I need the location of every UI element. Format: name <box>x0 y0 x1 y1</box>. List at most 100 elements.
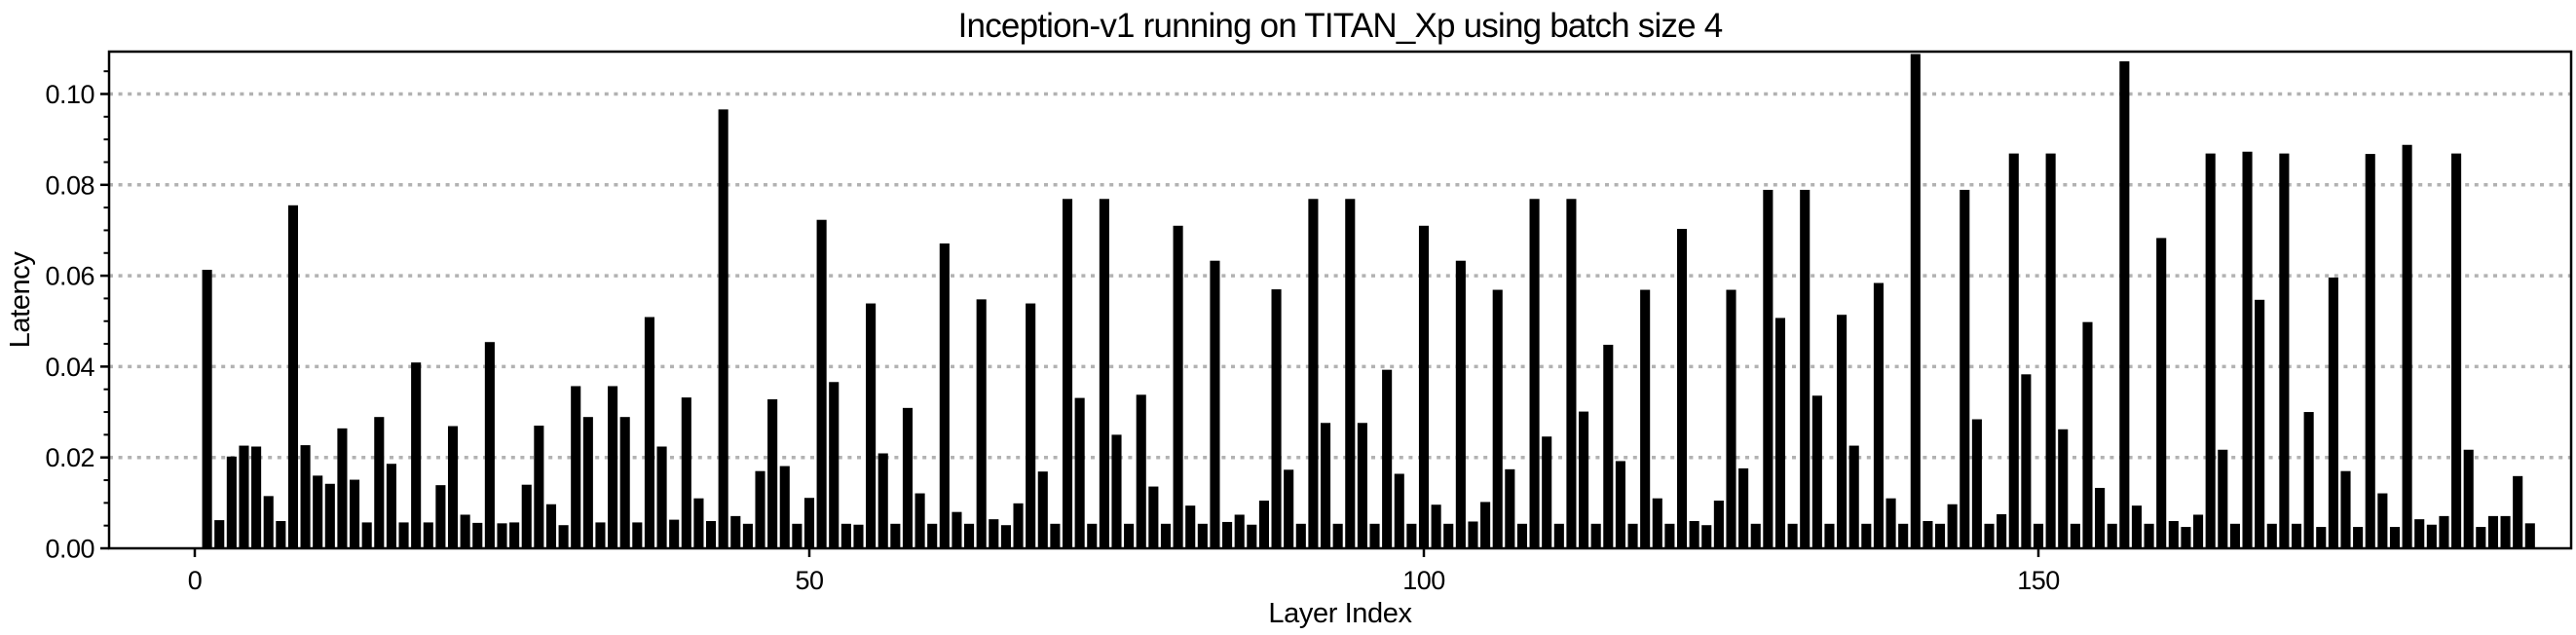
bar <box>2353 527 2364 548</box>
bar <box>534 426 544 548</box>
bar <box>619 417 630 548</box>
bar <box>1382 369 1393 548</box>
bar <box>1726 289 1736 548</box>
chart-title: Inception-v1 running on TITAN_Xp using b… <box>958 7 1723 45</box>
bar <box>1197 523 1208 548</box>
bar <box>1247 524 1257 548</box>
x-tick-label: 100 <box>1402 566 1445 595</box>
bar <box>1026 303 1036 548</box>
bar <box>902 407 914 548</box>
bar <box>656 446 667 548</box>
bar <box>1934 523 1946 548</box>
bar <box>890 523 901 548</box>
bar <box>1701 525 1712 548</box>
bar <box>2070 523 2080 548</box>
bar <box>1529 199 1540 548</box>
bar <box>1332 523 1343 548</box>
bar <box>964 523 975 548</box>
bar <box>2328 277 2338 548</box>
bar <box>742 523 753 548</box>
bar <box>681 397 691 548</box>
bar <box>2291 523 2302 548</box>
bar <box>1898 523 1909 548</box>
x-tick-label: 150 <box>2017 566 2060 595</box>
bar <box>2316 527 2327 548</box>
bar <box>952 511 962 548</box>
bar <box>2229 523 2240 548</box>
bar <box>2107 523 2117 548</box>
bar <box>853 524 864 548</box>
bar <box>1394 473 1404 548</box>
bar <box>337 428 348 548</box>
bar <box>2193 514 2204 548</box>
bar <box>1689 521 1699 548</box>
bar <box>1873 282 1884 548</box>
bar <box>989 519 999 548</box>
x-tick-label: 0 <box>188 566 203 595</box>
bar <box>263 496 274 548</box>
bar <box>2303 412 2314 548</box>
y-tick-label: 0.10 <box>45 80 94 109</box>
bar <box>1173 225 1183 549</box>
bar <box>755 470 765 548</box>
bar <box>1271 289 1282 548</box>
bar <box>1763 189 1773 548</box>
bar <box>2156 238 2167 548</box>
bar <box>2524 523 2535 548</box>
bar <box>497 523 507 548</box>
bar <box>1800 189 1811 548</box>
bar <box>1516 523 1528 548</box>
bar <box>214 520 225 548</box>
bar <box>2365 154 2375 548</box>
bar <box>1160 523 1172 548</box>
bar <box>2168 521 2179 548</box>
bar <box>1111 434 1122 549</box>
bar <box>202 270 212 548</box>
bar <box>1738 467 1749 548</box>
bar <box>1136 394 1146 548</box>
bar <box>1787 523 1798 548</box>
y-axis-label: Latency <box>5 251 36 349</box>
bar <box>730 515 741 548</box>
bar <box>472 522 483 548</box>
bars-group <box>202 54 2535 549</box>
bar <box>608 386 618 548</box>
bar <box>2426 524 2437 548</box>
bar <box>411 362 422 548</box>
bar <box>1664 523 1675 548</box>
bar <box>1676 229 1688 549</box>
bar <box>1923 521 1933 548</box>
bar <box>2402 144 2412 548</box>
y-tick-label: 0.04 <box>45 353 94 382</box>
bar <box>1369 523 1380 548</box>
bar <box>1947 504 1958 548</box>
bar <box>545 504 557 548</box>
bar <box>521 484 532 548</box>
bar <box>374 417 385 548</box>
bar <box>1603 345 1614 548</box>
bar <box>2058 429 2069 548</box>
bar <box>767 398 778 548</box>
bar <box>1553 523 1564 548</box>
bar <box>915 493 925 548</box>
bar <box>2144 523 2154 548</box>
bar <box>1566 199 1577 548</box>
bar <box>571 386 581 548</box>
bar <box>866 303 877 548</box>
bar <box>1074 397 1085 548</box>
bar <box>669 519 680 548</box>
axes-group: 0.00 0.02 0.04 0.06 0.08 0.10 0 50 100 150 <box>45 50 2573 595</box>
bar <box>1984 523 1995 548</box>
bar <box>2131 505 2143 548</box>
bar <box>350 479 360 548</box>
bar <box>1861 523 1872 548</box>
bar <box>1885 498 1896 548</box>
bar <box>1087 523 1098 548</box>
bar <box>1099 199 1109 548</box>
bar <box>386 464 396 548</box>
bar <box>1037 471 1048 548</box>
bar <box>1308 199 1319 548</box>
bar <box>1185 505 1196 548</box>
bar <box>644 317 654 548</box>
bar <box>927 523 938 548</box>
